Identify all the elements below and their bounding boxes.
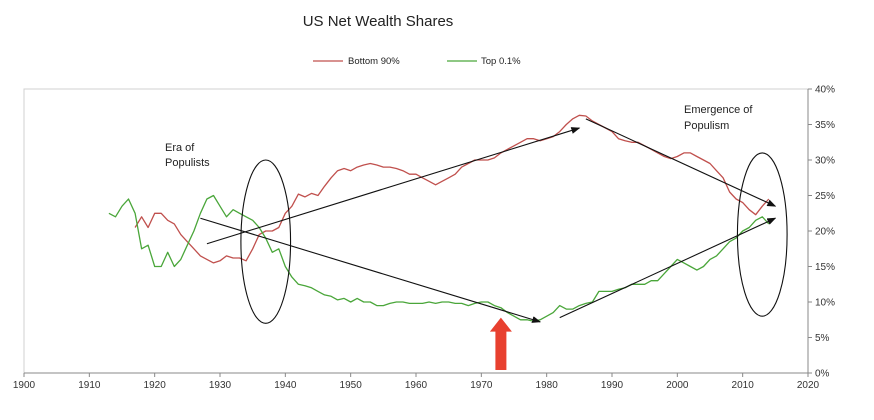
ellipse-era-of-populists xyxy=(240,159,292,324)
series-layer xyxy=(108,114,770,322)
x-tick-label: 1920 xyxy=(144,380,167,391)
y-tick-label: 15% xyxy=(815,262,835,273)
y-tick-label: 20% xyxy=(815,227,835,238)
x-tick-label: 1950 xyxy=(340,380,363,391)
x-tick-label: 1980 xyxy=(536,380,559,391)
x-tick-label: 1960 xyxy=(405,380,428,391)
x-tick-label: 1990 xyxy=(601,380,624,391)
x-tick-label: 1900 xyxy=(13,380,36,391)
ellipse-emergence-of-populism xyxy=(736,152,788,317)
trend-arrow xyxy=(206,127,581,245)
annotation-era-of-populists: Era of Populists xyxy=(165,142,210,169)
y-tick-label: 30% xyxy=(815,156,835,167)
x-tick-label: 2010 xyxy=(732,380,755,391)
y-tick-label: 5% xyxy=(815,333,830,344)
annotation-era-line-2: Populists xyxy=(165,157,210,169)
series-line-top-0-1 xyxy=(108,194,770,322)
axes: 1900 1910 1920 1930 1940 1950 1960 1970 1980 1990… xyxy=(13,85,835,392)
annotation-emergence-line-1: Emergence of xyxy=(684,104,753,116)
x-tick-label: 1940 xyxy=(274,380,297,391)
chart-title: US Net Wealth Shares xyxy=(303,13,454,30)
annotation-layer xyxy=(200,118,788,370)
annotation-emergence-line-2: Populism xyxy=(684,120,729,132)
x-tick-label: 1930 xyxy=(209,380,232,391)
annotation-era-line-1: Era of xyxy=(165,142,195,154)
trend-arrow xyxy=(559,217,777,319)
trend-arrow xyxy=(200,217,542,323)
y-tick-label: 40% xyxy=(815,85,835,96)
x-tick-label: 2020 xyxy=(797,380,820,391)
series-line-bottom-90 xyxy=(134,114,770,264)
legend-label-bottom-90: Bottom 90% xyxy=(348,56,400,67)
annotation-emergence-of-populism: Emergence of Populism xyxy=(684,104,753,132)
y-tick-label: 25% xyxy=(815,191,835,202)
legend: Bottom 90% Top 0.1% xyxy=(313,56,521,67)
y-tick-label: 0% xyxy=(815,369,830,380)
highlight-arrow-up-icon xyxy=(489,317,512,370)
y-tick-label: 35% xyxy=(815,120,835,131)
x-tick-label: 1970 xyxy=(470,380,493,391)
legend-label-top-0-1: Top 0.1% xyxy=(481,56,521,67)
y-tick-label: 10% xyxy=(815,298,835,309)
x-tick-label: 2000 xyxy=(666,380,689,391)
trend-arrow xyxy=(585,118,777,207)
x-tick-label: 1910 xyxy=(78,380,101,391)
